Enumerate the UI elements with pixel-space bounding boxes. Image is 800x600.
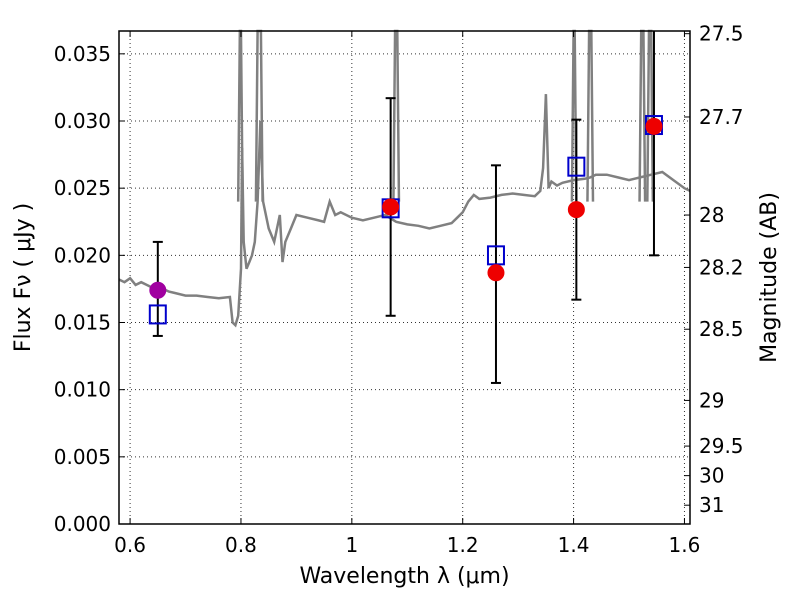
plot-frame <box>118 30 691 525</box>
y-tick-label: 0.020 <box>54 243 111 267</box>
y-tick-label: 0.025 <box>54 176 111 200</box>
y2-tick-label: 27.7 <box>699 105 744 129</box>
observed-flux-point <box>382 198 400 216</box>
y-tick-label: 0.000 <box>54 512 111 536</box>
y2-tick-label: 28 <box>699 203 724 227</box>
x-tick-label: 1 <box>345 533 358 557</box>
x-tick-label: 1.4 <box>558 533 590 557</box>
emission-line-peak <box>392 29 401 202</box>
observed-flux-point <box>487 264 505 282</box>
y-tick-label: 0.010 <box>54 378 111 402</box>
y2-tick-label: 30 <box>699 464 724 488</box>
emission-line-peak <box>236 29 244 202</box>
y2-tick-label: 29.5 <box>699 434 744 458</box>
y2-tick-label: 28.5 <box>699 317 744 341</box>
x-tick-label: 0.8 <box>225 533 257 557</box>
observed-flux-point <box>645 117 663 135</box>
x-tick-label: 0.6 <box>114 533 146 557</box>
y2-tick-label: 28.2 <box>699 255 744 279</box>
grid-lines <box>119 31 690 524</box>
model-square-point <box>148 304 167 325</box>
model-square-point <box>567 156 586 177</box>
y2-tick-label: 29 <box>699 388 724 412</box>
data-layer <box>118 29 691 384</box>
y-tick-label: 0.005 <box>54 445 111 469</box>
x-axis-label: Wavelength λ (μm) <box>299 564 509 589</box>
y-tick-label: 0.035 <box>54 42 111 66</box>
y2-axis-label: Magnitude (AB) <box>757 192 782 363</box>
observed-flux-point <box>149 281 167 299</box>
x-tick-label: 1.6 <box>669 533 701 557</box>
ticks: 0.6 0.8 1 1.2 1.4 1.6 0.000 0.005 0.010 0.015 0.02… <box>54 22 744 557</box>
y2-tick-label: 27.5 <box>699 22 744 46</box>
x-tick-label: 1.2 <box>447 533 479 557</box>
y-tick-label: 0.030 <box>54 109 111 133</box>
y-axis-label: Flux Fν ( μJy ) <box>11 203 36 352</box>
observed-flux-point <box>567 201 585 219</box>
spectrum-line <box>118 94 691 328</box>
y-tick-label: 0.015 <box>54 311 111 335</box>
y2-tick-label: 31 <box>699 493 724 517</box>
